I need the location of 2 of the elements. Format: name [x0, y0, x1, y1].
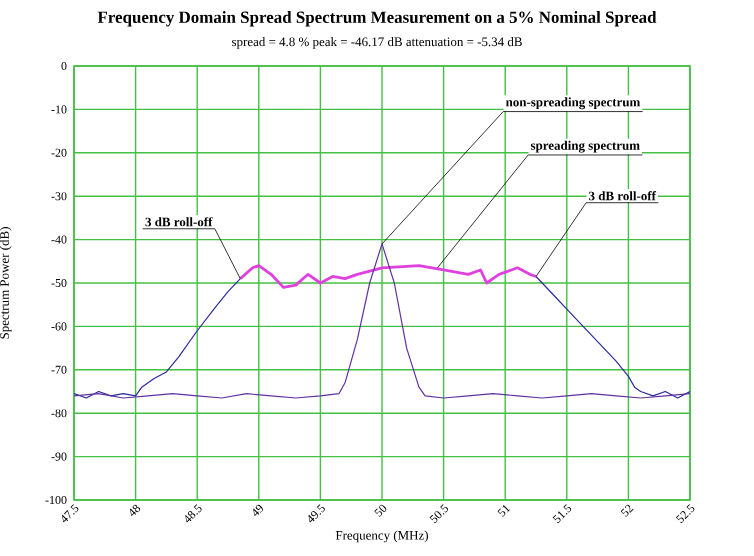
chart-title: Frequency Domain Spread Spectrum Measurement on a 5% Nominal Spread — [97, 11, 657, 27]
line-series — [74, 243, 690, 399]
